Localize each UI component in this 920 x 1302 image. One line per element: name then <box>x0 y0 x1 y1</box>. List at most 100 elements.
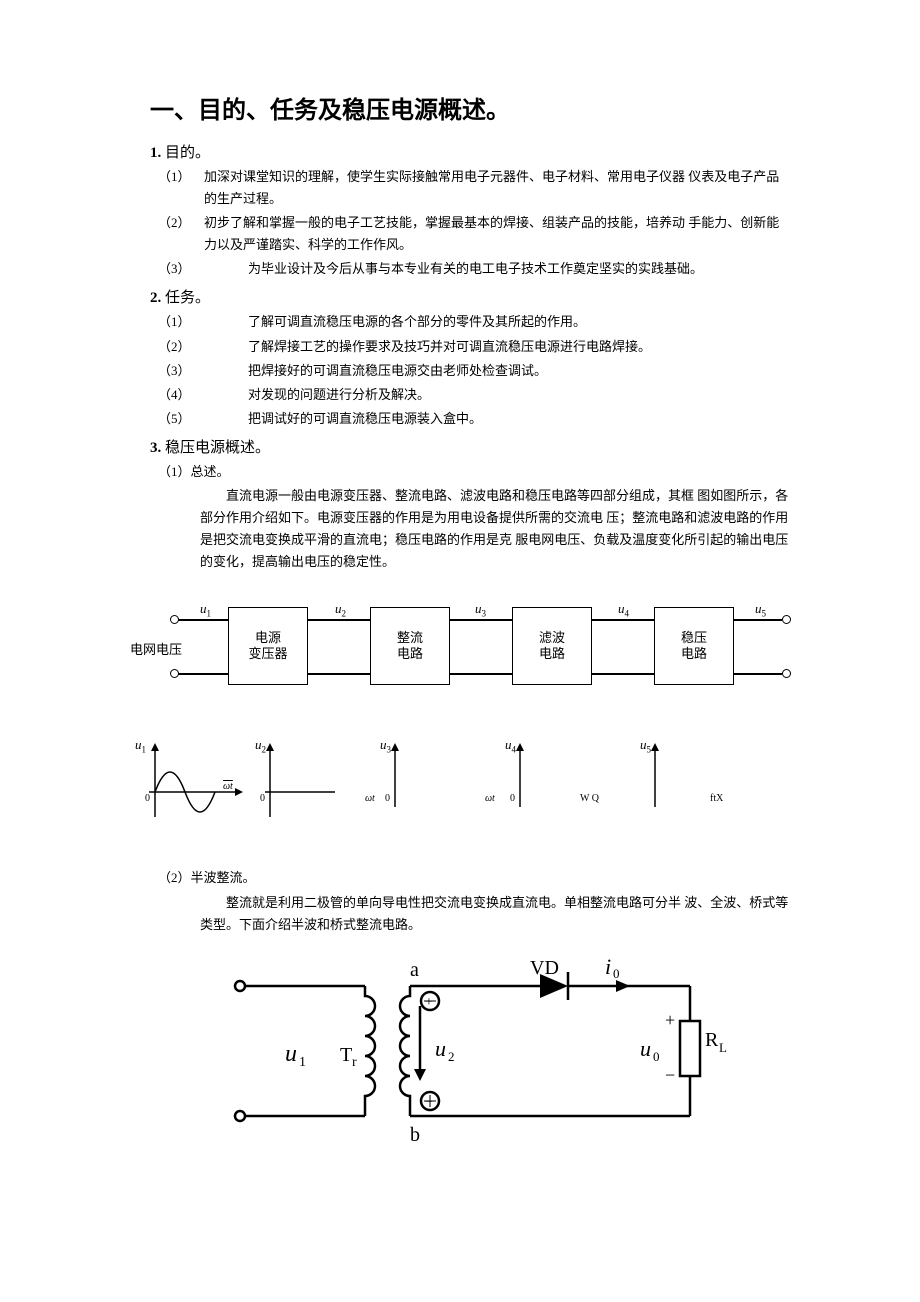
section-2-heading: 2. 任务。 <box>150 286 790 307</box>
u3-axis-label: u3 <box>380 737 391 755</box>
sec-plus: + <box>425 995 433 1010</box>
section-1-num: 1. <box>150 145 161 161</box>
node-b-label: b <box>410 1124 420 1146</box>
sub2-title: 半波整流。 <box>191 870 256 885</box>
wave-u2-svg <box>255 737 345 827</box>
u1-sub: 1 <box>299 1055 306 1070</box>
wire <box>592 673 654 675</box>
box-line: 滤波 <box>513 630 591 647</box>
u1-label: u <box>285 1041 297 1067</box>
u4-label: u4 <box>618 601 629 619</box>
minus-label: − <box>665 1065 675 1085</box>
block-box-rectifier: 整流 电路 <box>370 607 450 685</box>
sub1-title: 总述。 <box>191 464 230 479</box>
item-marker: （5） <box>158 408 248 430</box>
wire <box>450 673 512 675</box>
terminal-open-icon <box>782 669 791 678</box>
box-line: 变压器 <box>229 646 307 663</box>
u1-axis-label: u1 <box>135 737 146 755</box>
item-text: 初步了解和掌握一般的电子工艺技能，掌握最基本的焊接、组装产品的技能，培养动 手能… <box>204 212 790 256</box>
u2-label: u <box>435 1036 446 1061</box>
section-3-sub1-body: 直流电源一般由电源变压器、整流电路、滤波电路和稳压电路等四部分组成，其框 图如图… <box>150 485 790 573</box>
item-text: 了解焊接工艺的操作要求及技巧并对可调直流稳压电源进行电路焊接。 <box>248 336 790 358</box>
u3-label: u3 <box>475 601 486 619</box>
x-axis-label: ωt <box>485 793 495 804</box>
document-page: 一、目的、任务及稳压电源概述。 1. 目的。 （1） 加深对课堂知识的理解，使学… <box>0 0 920 1302</box>
sec-minus: − <box>425 1095 433 1110</box>
wave-u2: u2 0 <box>255 737 345 832</box>
u5-axis-label: u5 <box>640 737 651 755</box>
wire <box>592 619 654 621</box>
half-wave-circuit: u 1 T r u 2 a b VD i 0 u 0 R L + − + − <box>210 946 740 1156</box>
wire <box>308 619 370 621</box>
zero-label: 0 <box>145 793 150 804</box>
section-3-sub1-head: （1）总述。 <box>150 461 790 483</box>
section-2-item: （3） 把焊接好的可调直流稳压电源交由老师处检查调试。 <box>150 360 790 382</box>
box-line: 电路 <box>655 646 733 663</box>
section-3-label: 稳压电源概述。 <box>165 440 270 456</box>
rl-sub: L <box>719 1040 727 1055</box>
item-text: 了解可调直流稳压电源的各个部分的零件及其所起的作用。 <box>248 311 790 333</box>
box-line: 电路 <box>371 646 449 663</box>
section-3-num: 3. <box>150 440 161 456</box>
wave-u4: u4 ωt 0 <box>505 737 595 832</box>
section-2-item: （1） 了解可调直流稳压电源的各个部分的零件及其所起的作用。 <box>150 311 790 333</box>
wire <box>734 619 782 621</box>
heading-1: 一、目的、任务及稳压电源概述。 <box>150 90 790 125</box>
block-diagram: 电网电压 u1 电源 变压器 u2 整流 电路 u3 滤波 电路 u4 稳压 电… <box>150 597 790 727</box>
wire <box>308 673 370 675</box>
item-marker: （1） <box>158 311 248 333</box>
vd-label: VD <box>530 957 559 979</box>
wire <box>450 619 512 621</box>
item-marker: （1） <box>158 166 204 210</box>
grid-voltage-label: 电网电压 <box>130 639 182 658</box>
section-3-heading: 3. 稳压电源概述。 <box>150 436 790 457</box>
item-marker: （3） <box>158 258 248 280</box>
x-axis-label: ωt <box>365 793 375 804</box>
x-axis-label: W Q <box>580 793 599 804</box>
wave-u3-svg <box>380 737 470 827</box>
x-axis-label-2: ftX <box>710 793 723 804</box>
terminal-open-icon <box>782 615 791 624</box>
section-2-item: （2） 了解焊接工艺的操作要求及技巧并对可调直流稳压电源进行电路焊接。 <box>150 336 790 358</box>
x-axis-label: ωt <box>223 781 233 792</box>
i0-sub: 0 <box>613 966 620 981</box>
zero-label: 0 <box>510 793 515 804</box>
section-1-heading: 1. 目的。 <box>150 141 790 162</box>
section-1-label: 目的。 <box>165 145 210 161</box>
u0-sub: 0 <box>653 1049 660 1064</box>
node-a-label: a <box>410 959 419 981</box>
u2-axis-label: u2 <box>255 737 266 755</box>
plus-label: + <box>665 1010 675 1030</box>
waveform-row: u1 0 ωt u2 0 u3 ωt 0 <box>150 737 790 847</box>
section-3-sub2-head: （2）半波整流。 <box>150 867 790 889</box>
u0-label: u <box>640 1036 651 1061</box>
item-marker: （3） <box>158 360 248 382</box>
block-box-regulator: 稳压 电路 <box>654 607 734 685</box>
tr-sub: r <box>352 1055 357 1070</box>
i0-label: i <box>605 954 611 979</box>
item-text: 把调试好的可调直流稳压电源装入盒中。 <box>248 408 790 430</box>
zero-label: 0 <box>260 793 265 804</box>
wave-u4-svg <box>505 737 595 827</box>
box-line: 电源 <box>229 630 307 647</box>
u1-label: u1 <box>200 601 211 619</box>
wave-u1: u1 0 ωt <box>135 737 245 832</box>
box-line: 稳压 <box>655 630 733 647</box>
sub2-marker: （2） <box>158 870 191 885</box>
tr-label: T <box>340 1044 352 1066</box>
item-text: 对发现的问题进行分析及解决。 <box>248 384 790 406</box>
wire <box>734 673 782 675</box>
wave-u3: u3 ωt 0 <box>380 737 470 832</box>
item-marker: （4） <box>158 384 248 406</box>
sub1-marker: （1） <box>158 464 191 479</box>
u2-sub: 2 <box>448 1049 455 1064</box>
wave-u5-svg <box>640 737 750 827</box>
item-text: 加深对课堂知识的理解，使学生实际接触常用电子元器件、电子材料、常用电子仪器 仪表… <box>204 166 790 210</box>
item-marker: （2） <box>158 336 248 358</box>
section-3-sub2-body: 整流就是利用二极管的单向导电性把交流电变换成直流电。单相整流电路可分半 波、全波… <box>150 892 790 936</box>
u5-label: u5 <box>755 601 766 619</box>
section-2-item: （4） 对发现的问题进行分析及解决。 <box>150 384 790 406</box>
section-1-item: （1） 加深对课堂知识的理解，使学生实际接触常用电子元器件、电子材料、常用电子仪… <box>150 166 790 210</box>
wire <box>178 619 228 621</box>
